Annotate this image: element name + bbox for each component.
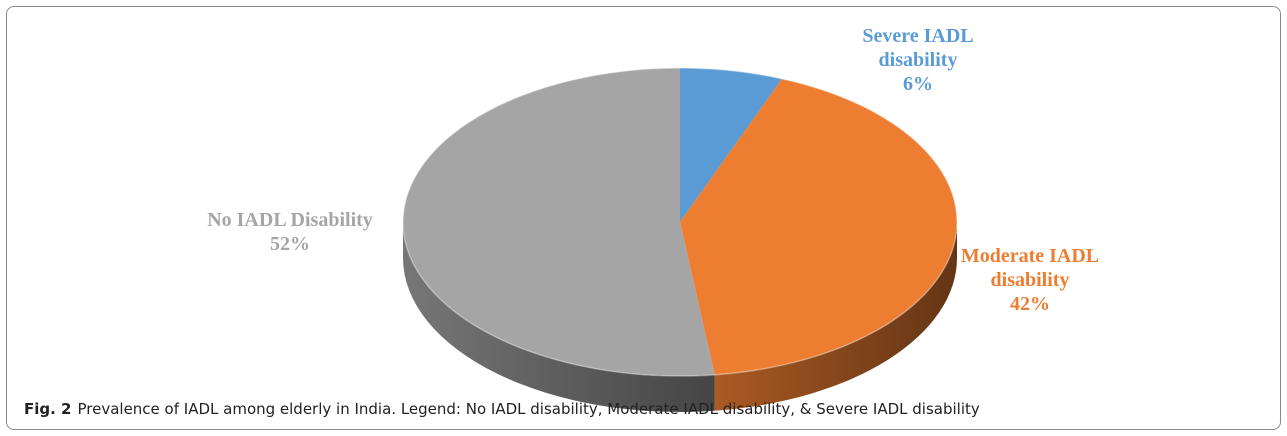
label-moderate-iadl-line: Moderate IADL	[961, 245, 1099, 267]
label-no-iadl-line: No IADL Disability	[207, 209, 373, 231]
label-no-iadl: No IADL Disability 52%	[207, 209, 373, 255]
label-severe-iadl: Severe IADL disability 6%	[862, 25, 973, 95]
pie-side-walls	[403, 222, 957, 412]
figure-number: Fig. 2	[24, 400, 72, 418]
caption-text: Prevalence of IADL among elderly in Indi…	[77, 400, 980, 418]
label-moderate-iadl-line: disability	[991, 269, 1070, 291]
label-severe-iadl-line: Severe IADL	[862, 25, 973, 47]
moderate-iadl-slice	[680, 78, 958, 375]
label-no-iadl-line: 52%	[270, 233, 310, 255]
severe-iadl-slice	[680, 68, 782, 222]
pie-side-moderate	[714, 222, 957, 411]
label-moderate-iadl: Moderate IADL disability 42%	[961, 245, 1099, 315]
pie-rim	[402, 67, 958, 377]
figure-caption: Fig. 2 Prevalence of IADL among elderly i…	[24, 400, 1264, 418]
pie-side-none	[403, 222, 715, 412]
no-iadl-slice	[403, 68, 715, 376]
label-moderate-iadl-line: 42%	[1010, 293, 1050, 315]
label-severe-iadl-line: disability	[879, 49, 958, 71]
pie-slices	[403, 68, 958, 376]
label-severe-iadl-line: 6%	[903, 73, 933, 95]
